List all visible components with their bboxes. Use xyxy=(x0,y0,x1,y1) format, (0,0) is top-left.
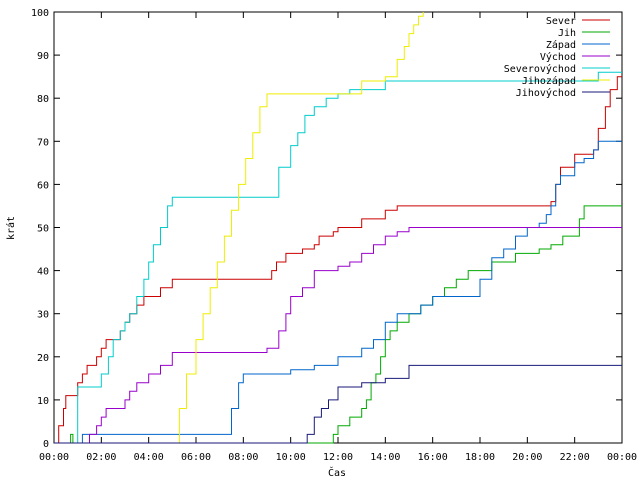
x-tick-label: 06:00 xyxy=(181,452,211,463)
x-axis-label: Čas xyxy=(328,466,346,479)
x-tick-label: 14:00 xyxy=(370,452,400,463)
y-tick-label: 80 xyxy=(37,94,49,105)
series-line-1 xyxy=(54,205,622,444)
series-line-0 xyxy=(54,76,622,444)
y-tick-label: 20 xyxy=(37,353,49,364)
y-tick-label: 30 xyxy=(37,310,49,321)
x-tick-label: 00:00 xyxy=(39,452,69,463)
x-tick-label: 20:00 xyxy=(512,452,542,463)
series-line-5 xyxy=(54,12,424,444)
x-tick-label: 12:00 xyxy=(323,452,353,463)
x-tick-label: 22:00 xyxy=(560,452,590,463)
x-tick-label: 04:00 xyxy=(134,452,164,463)
y-tick-label: 90 xyxy=(37,51,49,62)
y-tick-label: 50 xyxy=(37,224,49,235)
y-tick-label: 60 xyxy=(37,180,49,191)
legend-label: Severovýchod xyxy=(504,63,576,75)
legend-label: Východ xyxy=(540,51,576,63)
x-tick-label: 02:00 xyxy=(86,452,116,463)
legend-label: Jihovýchod xyxy=(516,87,576,99)
x-tick-label: 00:00 xyxy=(607,452,637,463)
x-tick-label: 08:00 xyxy=(228,452,258,463)
legend-label: Západ xyxy=(546,39,576,51)
series-line-6 xyxy=(54,364,622,444)
x-tick-label: 18:00 xyxy=(465,452,495,463)
legend-label: Jihozápad xyxy=(522,75,576,87)
series-line-4 xyxy=(54,71,622,444)
y-tick-label: 40 xyxy=(37,267,49,278)
y-tick-label: 70 xyxy=(37,137,49,148)
y-tick-label: 10 xyxy=(37,396,49,407)
legend-label: Jih xyxy=(558,28,576,39)
y-tick-label: 100 xyxy=(31,8,49,19)
series-line-2 xyxy=(54,140,622,444)
x-tick-label: 16:00 xyxy=(418,452,448,463)
y-tick-label: 0 xyxy=(43,439,49,450)
legend-label: Sever xyxy=(546,16,576,27)
series-line-3 xyxy=(54,227,622,444)
x-tick-label: 10:00 xyxy=(276,452,306,463)
y-axis-label: krát xyxy=(5,216,17,240)
